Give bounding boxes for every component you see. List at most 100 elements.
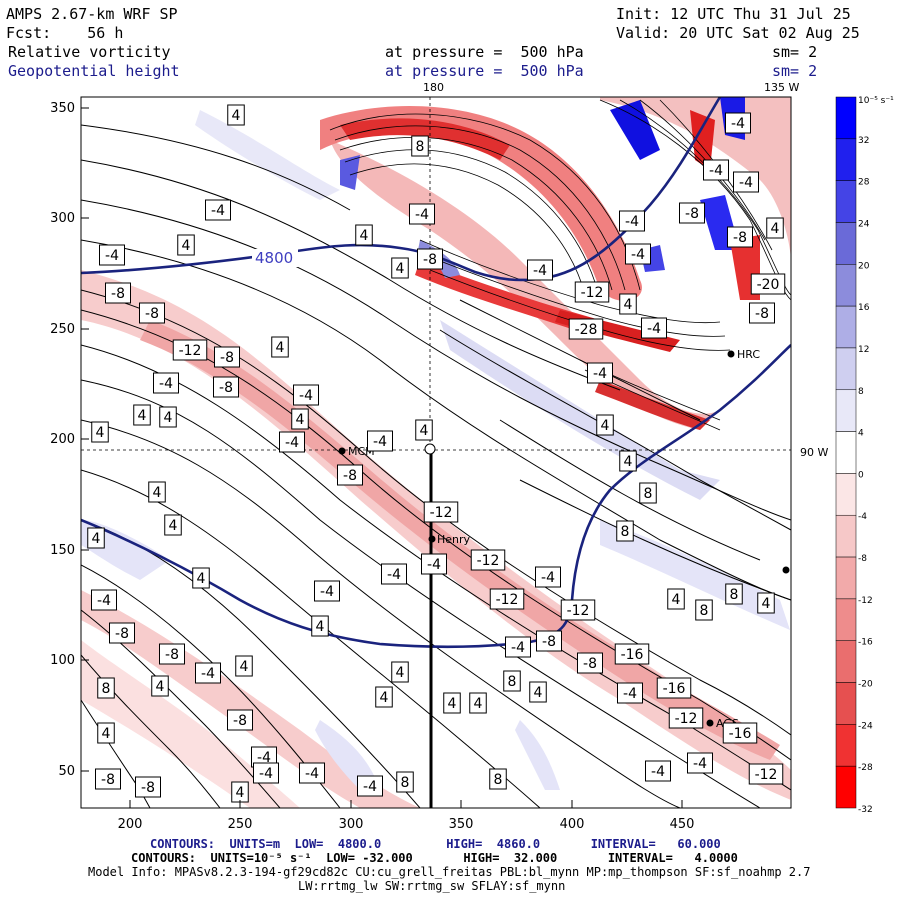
contour-label-box xyxy=(641,317,667,339)
contour-label: 8 xyxy=(494,772,503,788)
contour-label-box xyxy=(574,281,610,303)
contour-label-box xyxy=(469,692,487,714)
contour-label: -12 xyxy=(755,767,778,783)
contour-label: 4 xyxy=(624,454,633,470)
contour-label: -4 xyxy=(387,567,401,583)
contour-label: -8 xyxy=(219,380,233,396)
contour-label-box xyxy=(596,414,614,436)
contour-label: 4 xyxy=(448,696,457,712)
contour-label-box xyxy=(489,768,507,790)
contour-label-box xyxy=(505,636,531,658)
contour-label: 4 xyxy=(762,596,771,612)
contour-label: 4 xyxy=(236,785,245,801)
contour-label-box xyxy=(87,527,105,549)
contour-label: 4 xyxy=(534,685,543,701)
contour-label: -4 xyxy=(373,434,387,450)
y-tick-50: 50 xyxy=(58,764,75,779)
pole-marker xyxy=(424,443,436,455)
contour-label-box xyxy=(749,302,775,324)
contour-label-box xyxy=(375,686,393,708)
contour-label: 4 xyxy=(138,408,147,424)
station-henry: Henry xyxy=(437,533,471,546)
contour-label: -4 xyxy=(541,570,555,586)
contour-label: 8 xyxy=(508,674,517,690)
contour-label: -4 xyxy=(533,263,547,279)
contour-label-box xyxy=(396,771,414,793)
contour-label-box xyxy=(766,217,784,239)
contour-label: -4 xyxy=(299,388,313,404)
contour-label: -12 xyxy=(567,603,590,619)
contour-label: 4 xyxy=(92,531,101,547)
contour-label: -8 xyxy=(145,306,159,322)
valid-time: Valid: 20 UTC Sat 02 Aug 25 xyxy=(616,24,860,42)
contour-label-box xyxy=(97,677,115,699)
colorbar-tick-label: 24 xyxy=(858,219,870,229)
contour-label-box xyxy=(213,376,239,398)
contour-label: -4 xyxy=(709,163,723,179)
contour-label: -4 xyxy=(415,207,429,223)
contour-label-box xyxy=(417,248,443,270)
field2-level: at pressure = 500 hPa xyxy=(385,62,584,80)
contour-label-box xyxy=(99,244,125,266)
colorbar-swatch xyxy=(835,640,857,683)
contour-label-box xyxy=(619,450,637,472)
colorbar-tick-label: -4 xyxy=(858,512,867,522)
contour-label: -4 xyxy=(105,248,119,264)
field1-smoothing: sm= 2 xyxy=(772,43,818,61)
height-contour-label: 4800 xyxy=(255,249,293,267)
contour-label-box xyxy=(311,615,329,637)
colorbar-tick-label: 16 xyxy=(858,303,870,313)
contour-label-box xyxy=(97,722,115,744)
init-time: Init: 12 UTC Thu 31 Jul 25 xyxy=(616,5,851,23)
contour-label-box xyxy=(722,722,758,744)
contour-label-box xyxy=(645,760,671,782)
contour-label: 4 xyxy=(601,418,610,434)
contour-label: -8 xyxy=(755,306,769,322)
contour-label: -12 xyxy=(496,592,519,608)
southern-band-2 xyxy=(81,640,300,808)
contour-label-box xyxy=(535,566,561,588)
colorbar-tick-label: -12 xyxy=(858,596,873,606)
station-marker-mcm xyxy=(338,447,346,455)
x-tick-400: 400 xyxy=(560,817,585,832)
contour-label: -4 xyxy=(427,557,441,573)
colorbar-swatch xyxy=(835,598,857,641)
contour-label: -8 xyxy=(101,772,115,788)
contour-label-box xyxy=(695,599,713,621)
contour-label-box xyxy=(568,318,604,340)
contour-label: -28 xyxy=(575,322,598,338)
field1-name: Relative vorticity xyxy=(8,43,171,61)
contour-label-box xyxy=(227,104,245,126)
contour-label: -4 xyxy=(320,584,334,600)
contour-label-box xyxy=(489,588,525,610)
contour-label-box xyxy=(617,682,643,704)
contour-label: -4 xyxy=(363,779,377,795)
colorbar-tick-label: 28 xyxy=(858,178,870,188)
contour-label: 4 xyxy=(240,659,249,675)
station-marker-henry xyxy=(428,535,436,543)
contour-label-box xyxy=(159,643,185,665)
contour-label-box xyxy=(235,655,253,677)
contour-label: -12 xyxy=(179,343,202,359)
contour-label: -4 xyxy=(511,640,525,656)
contour-label: -8 xyxy=(733,230,747,246)
contour-label-box xyxy=(135,776,161,798)
contour-label-box xyxy=(750,273,786,295)
colorbar-tick-label: -28 xyxy=(858,763,873,773)
contour-label-box xyxy=(337,464,363,486)
model-title: AMPS 2.67-km WRF SP xyxy=(6,5,178,23)
contour-label: 4 xyxy=(360,228,369,244)
contour-label: -4 xyxy=(159,376,173,392)
colorbar-swatch xyxy=(835,431,857,474)
contour-label: 4 xyxy=(164,410,173,426)
meridian-label-135w: 135 W xyxy=(764,81,799,94)
y-tick-100: 100 xyxy=(50,653,75,668)
contour-label-box xyxy=(577,652,603,674)
colorbar-unit: 10⁻⁵ s⁻¹ xyxy=(858,96,894,106)
colorbar-tick-label: 4 xyxy=(858,429,864,439)
y-tick-300: 300 xyxy=(50,211,75,226)
x-tick-250: 250 xyxy=(228,817,253,832)
contour-label-box xyxy=(133,404,151,426)
contour-label-box xyxy=(151,675,169,697)
